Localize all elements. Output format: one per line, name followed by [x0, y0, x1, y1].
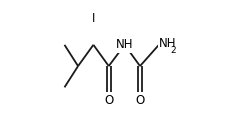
- Text: NH: NH: [116, 38, 133, 51]
- Text: 2: 2: [170, 46, 176, 55]
- Text: NH: NH: [159, 37, 176, 50]
- Text: I: I: [92, 12, 95, 25]
- Text: O: O: [135, 94, 145, 107]
- Text: O: O: [104, 94, 113, 107]
